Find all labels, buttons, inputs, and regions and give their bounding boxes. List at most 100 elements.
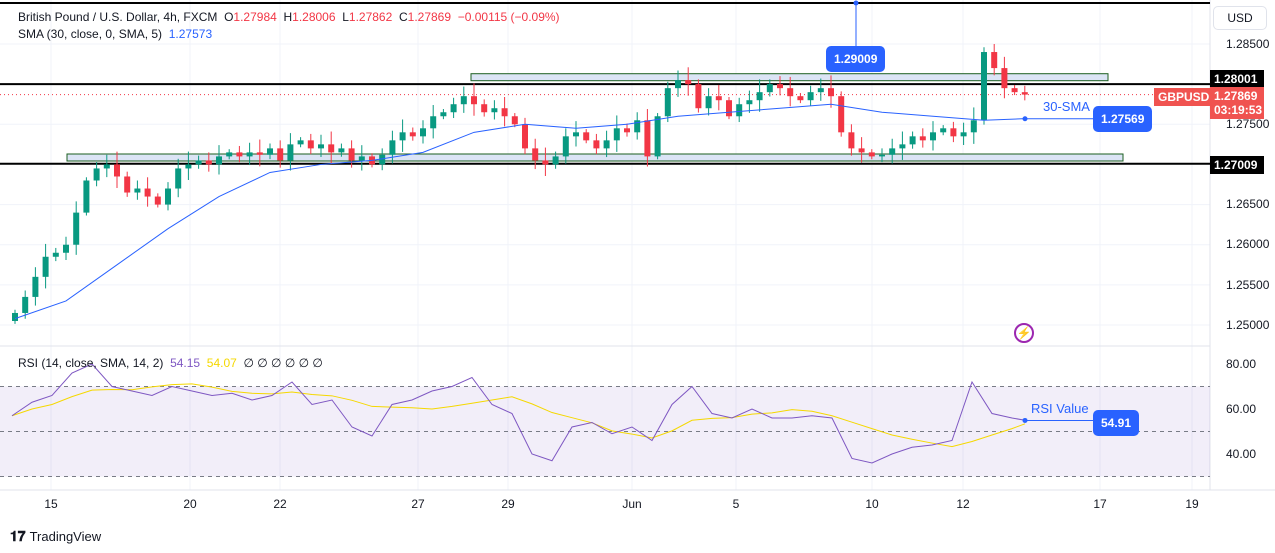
candle-body [828,88,834,97]
candle-body [848,132,855,149]
rsi-annotation[interactable]: 54.91 [1093,410,1140,436]
candle-body [348,148,355,161]
change-value: −0.00115 (−0.09%) [457,10,560,24]
rsi-ma-value: 54.07 [206,356,237,370]
candle-body [501,108,508,117]
time-tick: 15 [44,497,58,511]
candle-body [583,132,590,141]
candle-body [899,144,906,149]
candle-body [868,152,875,157]
candle-body [695,84,702,109]
candle-body [817,88,824,93]
candle-body [838,96,845,133]
candle-body [603,140,610,149]
candle-body [338,148,345,153]
price-tick: 1.26500 [1226,197,1270,211]
time-tick: 22 [273,497,287,511]
candle-body [787,88,794,97]
candle-body [389,140,396,155]
candle-body [165,188,171,205]
sma-annotation[interactable]: 1.27569 [1093,106,1153,132]
candle-body [930,132,936,141]
currency-button[interactable]: USD [1213,6,1267,30]
candle-body [624,128,630,133]
candle-body [134,188,141,193]
time-tick: 17 [1093,497,1107,511]
sma-annotation-text: 30-SMA [1043,99,1090,114]
candle-body [22,296,29,313]
candle-body [1011,88,1018,93]
lightning-icon[interactable]: ⚡ [1014,323,1034,343]
candle-body [256,152,263,155]
candle-body [573,132,579,137]
sma-legend[interactable]: SMA (30, close, 0, SMA, 5) 1.27573 [18,27,212,41]
rsi-tick: 60.00 [1226,402,1257,416]
candle-body [634,120,641,133]
candle-body [195,160,202,165]
sma-label: SMA (30, close, 0, SMA, 5) [18,27,163,41]
candle-body [511,116,518,125]
support-zone [66,153,1124,162]
candle-body [705,96,712,109]
candle-body [613,128,620,141]
candle-body [83,180,90,213]
candle-body [889,148,896,155]
candle-body [460,96,467,105]
resistance-zone [470,73,1109,82]
rsi-legend[interactable]: RSI (14, close, SMA, 14, 2) 54.15 54.07 … [18,356,323,370]
candle-body [797,96,804,101]
candle-body [277,148,284,161]
candle-body [777,84,783,89]
candle-body [440,112,447,117]
price-tick: 1.28500 [1226,37,1270,51]
candle-body [736,104,743,117]
candle-body [644,120,651,157]
candle-body [205,160,212,165]
last-price: 1.27869 [1214,89,1258,103]
time-tick: 29 [501,497,515,511]
high-label: H [283,10,293,24]
candle-body [287,144,294,161]
candle-body [42,256,49,277]
candle-body [226,152,233,157]
symbol-tag: GBPUSD [1154,88,1214,106]
rsi-annotation-text: RSI Value [1031,401,1089,416]
candle-body [236,152,243,157]
candle-body [879,154,885,157]
symbol-title: British Pound / U.S. Dollar, 4h, FXCM [18,10,218,24]
candle-body [1001,68,1008,89]
candle-body [685,80,692,85]
support-price-tag: 1.27009 [1210,156,1264,174]
candle-body [715,96,722,101]
sma-line [14,103,1026,320]
candle-body [991,52,998,69]
sma-value: 1.27573 [168,27,213,41]
candle-body [766,84,773,93]
rsi-tick: 40.00 [1226,447,1257,461]
candle-body [124,176,131,193]
time-tick: 12 [956,497,970,511]
candle-body [430,116,437,129]
tradingview-logo[interactable]: 𝟏𝟕 TradingView [10,528,101,545]
candle-body [522,124,528,149]
close-value: 1.27869 [407,10,452,24]
candle-body [807,92,814,101]
candle-body [981,52,987,121]
candle-body [420,128,426,137]
high-annotation[interactable]: 1.29009 [826,46,886,72]
candle-body [93,168,100,181]
low-label: L [342,10,349,24]
resistance-price-tag: 1.28001 [1210,70,1264,88]
rsi-value: 54.15 [170,356,201,370]
candle-body [318,144,324,149]
high-annotation-point [853,0,859,6]
rsi-line [11,363,1026,464]
high-value: 1.28006 [292,10,336,24]
candle-body [32,276,39,297]
candle-body [1021,92,1028,95]
candle-body [73,212,80,245]
candle-body [970,120,977,133]
close-label: C [398,10,408,24]
candle-body [103,164,110,169]
